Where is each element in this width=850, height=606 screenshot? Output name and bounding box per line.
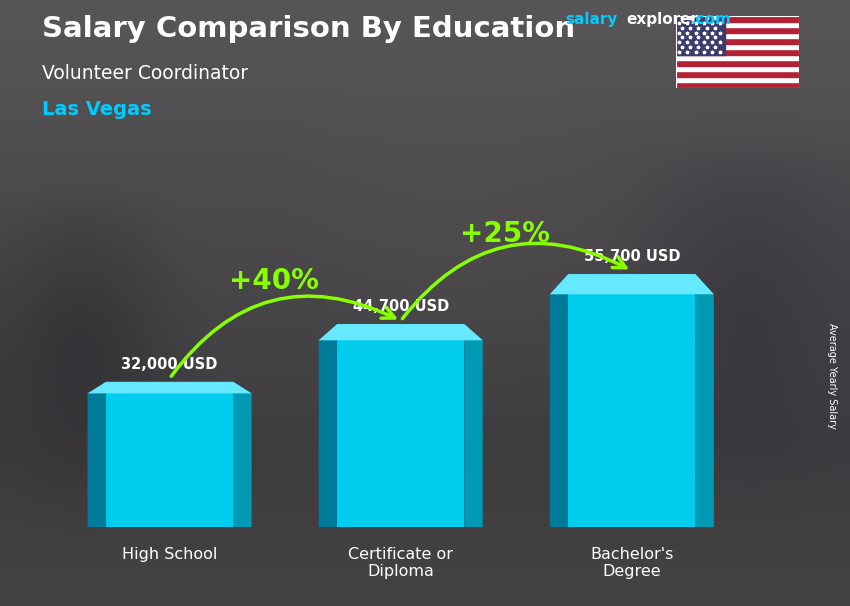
Text: salary: salary	[565, 12, 618, 27]
Bar	[676, 77, 799, 82]
Text: 55,700 USD: 55,700 USD	[584, 249, 680, 264]
Text: Salary Comparison By Education: Salary Comparison By Education	[42, 15, 575, 43]
Bar	[676, 22, 799, 27]
Bar	[676, 55, 799, 61]
Text: +25%: +25%	[460, 219, 550, 248]
Polygon shape	[88, 382, 106, 527]
Bar	[676, 16, 799, 22]
Bar	[676, 27, 799, 33]
Bar	[676, 61, 799, 66]
Text: Average Yearly Salary: Average Yearly Salary	[827, 323, 837, 428]
Bar	[676, 38, 799, 44]
Bar	[676, 82, 799, 88]
Polygon shape	[319, 324, 483, 341]
Bar	[676, 44, 799, 49]
Text: .com: .com	[690, 12, 731, 27]
Text: Volunteer Coordinator: Volunteer Coordinator	[42, 64, 248, 82]
Polygon shape	[695, 274, 714, 527]
Polygon shape	[233, 382, 252, 527]
Polygon shape	[319, 324, 337, 527]
Bar	[676, 49, 799, 55]
Text: Las Vegas: Las Vegas	[42, 100, 152, 119]
Bar	[676, 33, 799, 38]
Bar	[106, 382, 233, 527]
Bar	[676, 66, 799, 72]
Text: 44,700 USD: 44,700 USD	[353, 299, 449, 315]
Text: +40%: +40%	[229, 267, 319, 295]
Polygon shape	[550, 274, 714, 295]
Polygon shape	[464, 324, 483, 527]
Bar	[337, 324, 464, 527]
Bar	[676, 16, 725, 55]
Text: 32,000 USD: 32,000 USD	[122, 357, 218, 372]
Text: explorer: explorer	[626, 12, 699, 27]
Bar	[676, 72, 799, 77]
Bar	[569, 274, 695, 527]
Polygon shape	[88, 382, 252, 393]
Polygon shape	[550, 274, 569, 527]
